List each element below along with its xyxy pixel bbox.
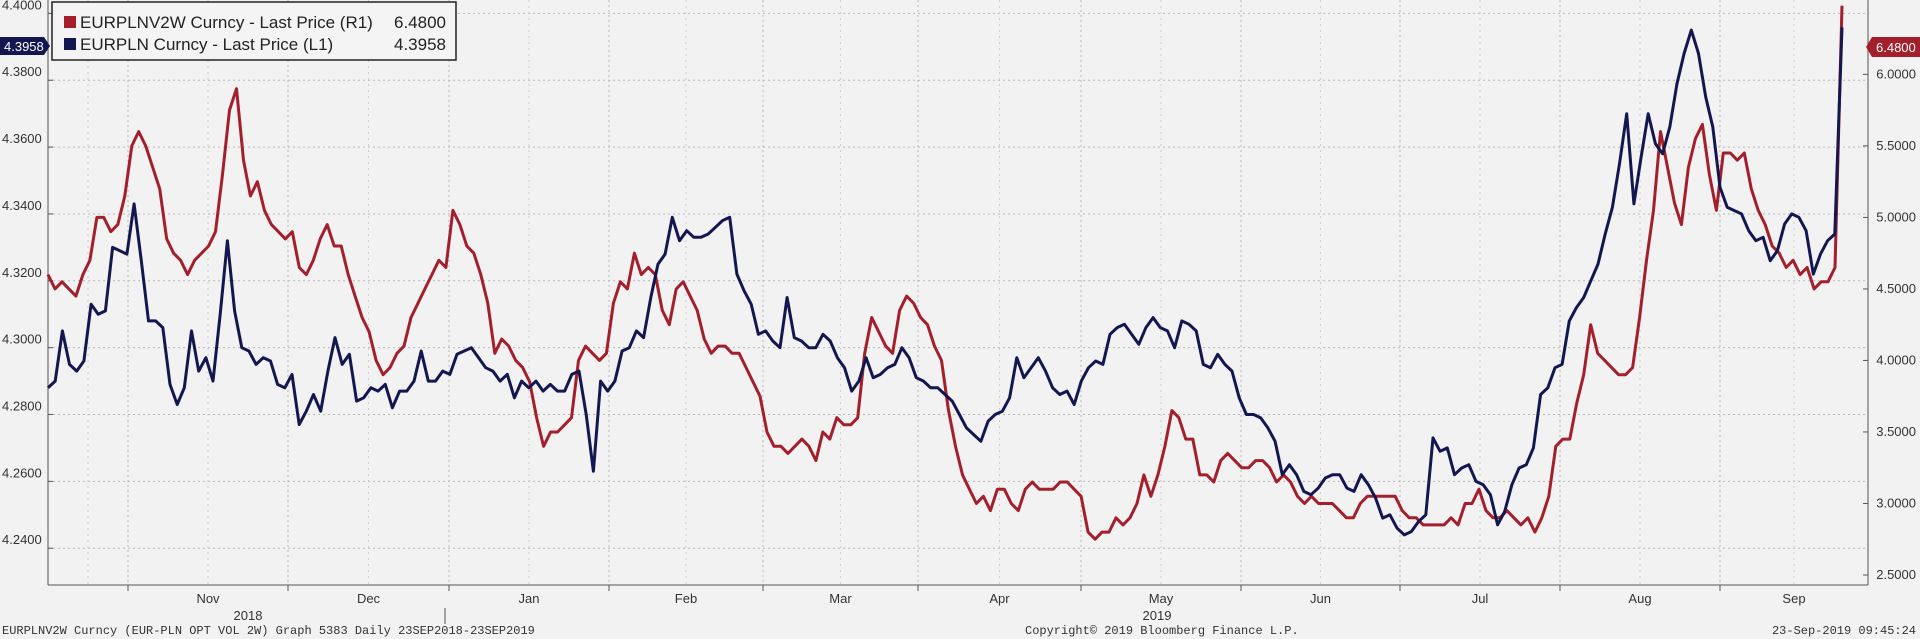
legend-label-vol: EURPLNV2W Curncy - Last Price (R1)	[80, 13, 373, 32]
left-last-value-text: 4.3958	[4, 39, 44, 54]
legend-box	[51, 1, 457, 61]
left-tick-label: 4.4000	[2, 0, 42, 12]
right-tick-label: 5.0000	[1876, 209, 1916, 224]
x-axis-ticks: Nov Dec Jan Feb Mar Apr May Jun Jul Aug Sep 2018 201…	[127, 585, 1806, 624]
legend: EURPLNV2W Curncy - Last Price (R1) 6.480…	[51, 1, 457, 61]
right-tick-label: 3.5000	[1876, 424, 1916, 439]
left-tick-label: 4.3200	[2, 265, 42, 280]
right-tick-label: 4.5000	[1876, 281, 1916, 296]
footer-timestamp-text: 23-Sep-2019 09:45:24	[1772, 624, 1916, 638]
month-label: Jan	[519, 591, 540, 606]
month-label: Mar	[829, 591, 852, 606]
legend-label-spot: EURPLN Curncy - Last Price (L1)	[80, 35, 333, 54]
legend-value-vol: 6.4800	[394, 13, 446, 32]
month-label: Nov	[196, 591, 220, 606]
left-tick-label: 4.2600	[2, 465, 42, 480]
left-tick-label: 4.3800	[2, 64, 42, 79]
grid-lines	[48, 0, 1868, 585]
right-axis-ticks: 2.5000 3.0000 3.5000 4.0000 4.5000 5.0000 5.50…	[1863, 66, 1916, 582]
legend-value-spot: 4.3958	[394, 35, 446, 54]
month-label: Feb	[675, 591, 697, 606]
right-last-value-text: 6.4800	[1876, 40, 1916, 55]
right-tick-label: 6.0000	[1876, 66, 1916, 81]
right-tick-label: 2.5000	[1876, 567, 1916, 582]
left-tick-label: 4.2400	[2, 532, 42, 547]
month-label: Dec	[357, 591, 381, 606]
right-last-value-tag: 6.4800	[1866, 37, 1920, 57]
footer-left-text: EURPLNV2W Curncy (EUR-PLN OPT VOL 2W) Gr…	[2, 624, 535, 638]
month-label: Aug	[1628, 591, 1651, 606]
series-layer	[46, 5, 1844, 541]
year-label: 2018	[234, 608, 263, 623]
left-tick-label: 4.3600	[2, 131, 42, 146]
left-tick-label: 4.2800	[2, 399, 42, 414]
left-last-value-tag: 4.3958	[0, 37, 50, 55]
series-line-eurpln	[46, 27, 1844, 537]
plot-background	[48, 0, 1868, 585]
year-label: 2019	[1143, 608, 1172, 623]
month-label: Sep	[1782, 591, 1805, 606]
month-label: Jun	[1310, 591, 1331, 606]
legend-swatch-spot	[64, 38, 76, 50]
legend-swatch-vol	[64, 16, 76, 28]
left-tick-label: 4.3000	[2, 332, 42, 347]
right-tick-label: 3.0000	[1876, 495, 1916, 510]
series-line-eurplnv2w	[46, 5, 1844, 541]
right-tick-label: 5.5000	[1876, 138, 1916, 153]
month-label: Jul	[1472, 591, 1489, 606]
axes	[47, 0, 1869, 586]
footer-copyright-text: Copyright© 2019 Bloomberg Finance L.P.	[1025, 624, 1299, 638]
month-label: May	[1149, 591, 1174, 606]
left-axis-ticks: 4.2400 4.2600 4.2800 4.3000 4.3200 4.3400 4.36…	[2, 0, 53, 549]
month-label: Apr	[989, 591, 1010, 606]
left-tick-label: 4.3400	[2, 198, 42, 213]
right-tick-label: 4.0000	[1876, 352, 1916, 367]
